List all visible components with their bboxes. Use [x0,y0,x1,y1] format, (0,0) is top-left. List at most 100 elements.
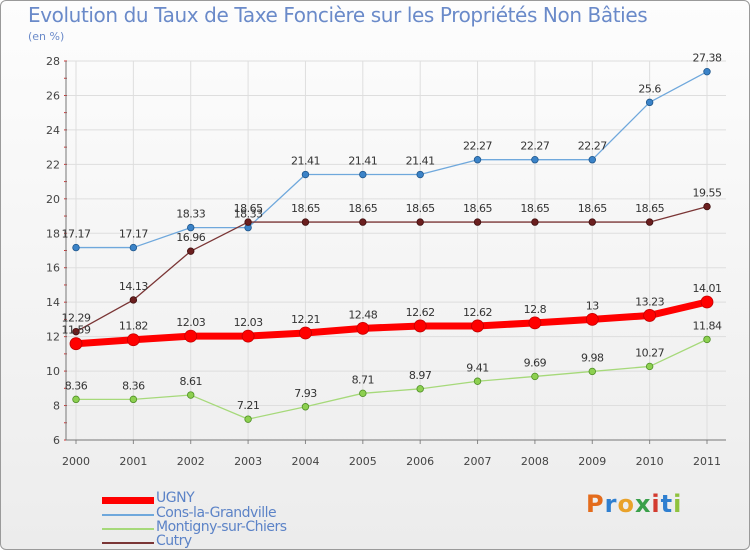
data-point-cons-la-grandville [531,156,539,164]
chart-unit-label: (en %) [28,30,65,43]
data-label-cutry: 16.96 [176,231,205,244]
data-label-ugny: 12.62 [406,306,435,319]
legend-label: Montigny-sur-Chiers [156,519,287,535]
data-label-cutry: 18.65 [291,202,320,215]
data-label-montigny-sur-chiers: 8.61 [179,375,202,388]
data-label-cons-la-grandville: 21.41 [406,155,435,168]
legend-swatch-cons-la-grandville [102,514,154,516]
data-point-cutry [72,327,80,336]
data-point-cons-la-grandville [645,98,654,107]
y-tick-label: 6 [53,434,60,447]
logo-letter: o [617,490,635,518]
data-point-montigny-sur-chiers [359,389,367,398]
data-label-montigny-sur-chiers: 7.21 [237,399,260,412]
data-label-cons-la-grandville: 25.6 [638,82,661,95]
data-point-cutry [645,218,654,226]
data-point-cons-la-grandville [588,156,596,164]
y-tick-label: 16 [46,262,60,275]
data-label-montigny-sur-chiers: 8.71 [352,373,375,386]
legend-label: UGNY [156,490,195,506]
legend-label: Cutry [156,533,192,549]
data-label-cons-la-grandville: 18.33 [176,208,205,221]
y-tick-label: 12 [46,331,60,344]
y-tick-label: 24 [46,124,60,137]
data-point-cutry [416,218,424,226]
data-label-cutry: 18.65 [348,202,377,215]
data-label-ugny: 12.48 [348,308,377,321]
data-label-cons-la-grandville: 27.38 [693,52,722,65]
data-point-ugny [184,329,198,343]
data-point-ugny [528,316,542,330]
data-point-cons-la-grandville [187,223,195,232]
data-label-cons-la-grandville: 22.27 [578,140,607,153]
data-label-cutry: 18.65 [578,202,607,215]
data-point-ugny [700,295,714,309]
data-point-montigny-sur-chiers [187,391,195,399]
data-label-ugny: 11.59 [62,324,91,337]
series-line-montigny-sur-chiers [76,338,708,420]
y-tick-label: 22 [46,158,60,171]
data-point-cons-la-grandville [416,170,424,179]
data-point-cutry [473,218,482,226]
y-tick-label: 10 [46,365,60,378]
data-point-ugny [643,309,657,322]
logo-letter: i [651,490,661,518]
data-label-ugny: 13 [586,299,599,312]
x-tick-label: 2007 [464,455,492,468]
x-tick-label: 2004 [291,455,319,468]
data-label-cons-la-grandville: 21.41 [348,155,377,168]
x-tick-label: 2003 [234,455,262,468]
data-label-montigny-sur-chiers: 9.98 [581,351,604,364]
x-tick-label: 2000 [62,455,90,468]
data-label-cutry: 18.65 [406,202,435,215]
data-label-cutry: 18.65 [635,202,664,215]
y-tick-label: 18 [46,227,60,240]
data-point-montigny-sur-chiers [645,362,654,371]
legend-label: Cons-la-Grandville [156,505,277,521]
data-label-ugny: 14.01 [693,282,722,295]
legend-item-ugny: UGNY [102,490,362,509]
legend-swatch-montigny-sur-chiers [102,528,154,530]
y-tick-label: 8 [53,400,60,413]
logo-letter: P [586,490,605,518]
x-tick-label: 2010 [636,455,664,468]
data-point-ugny [585,313,599,326]
data-point-ugny [471,319,484,333]
data-point-montigny-sur-chiers [588,367,596,376]
y-tick-label: 26 [46,89,60,102]
x-tick-label: 2011 [693,455,721,468]
data-point-montigny-sur-chiers [473,377,482,385]
data-point-montigny-sur-chiers [72,395,80,404]
logo-letter: i [673,490,683,518]
x-tick-label: 2008 [521,455,549,468]
data-point-cutry [187,247,195,255]
logo-letter: x [634,490,652,518]
data-label-cons-la-grandville: 18.33 [234,208,263,221]
data-point-cons-la-grandville [72,243,80,252]
data-label-cons-la-grandville: 21.41 [291,155,320,168]
data-label-cons-la-grandville: 22.27 [520,140,549,153]
x-tick-label: 2002 [177,455,205,468]
data-label-montigny-sur-chiers: 8.36 [122,379,145,392]
data-label-cutry: 19.55 [693,187,722,200]
data-point-cons-la-grandville [703,67,711,76]
series-line-cons-la-grandville [76,71,708,249]
data-label-cutry: 18.65 [520,202,549,215]
y-tick-label: 28 [46,55,60,68]
data-label-cutry: 12.29 [62,312,91,325]
data-point-cutry [129,296,138,304]
data-point-cons-la-grandville [129,243,138,252]
data-point-montigny-sur-chiers [416,385,424,393]
data-point-cutry [703,202,711,211]
x-tick-label: 2009 [578,455,606,468]
data-label-cons-la-grandville: 22.27 [463,140,492,153]
logo-letter: r [604,490,618,518]
data-label-montigny-sur-chiers: 8.97 [409,369,432,382]
data-label-ugny: 12.8 [524,303,547,316]
x-tick-label: 2005 [349,455,377,468]
data-label-ugny: 11.82 [119,320,148,333]
y-tick-label: 20 [46,193,60,206]
data-label-ugny: 12.21 [291,313,320,326]
data-point-montigny-sur-chiers [244,415,252,423]
